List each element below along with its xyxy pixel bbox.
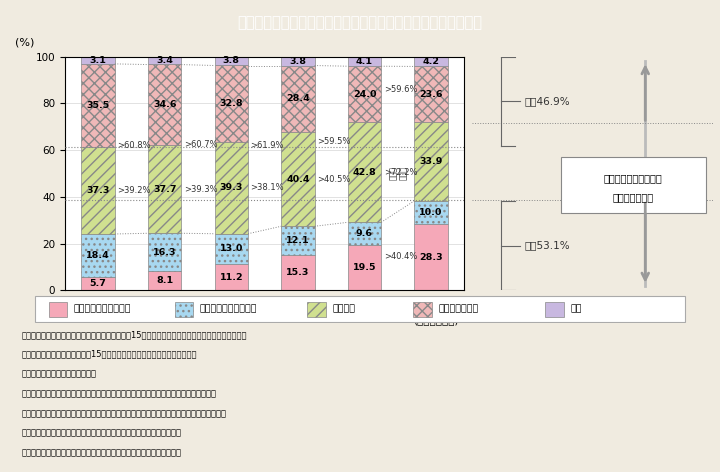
Text: 13.0: 13.0 <box>220 244 243 253</box>
Text: 妊娠前から無職　　　－妊娠判明時無職～子供１歳時無職: 妊娠前から無職 －妊娠判明時無職～子供１歳時無職 <box>22 448 181 457</box>
Bar <box>348 66 381 122</box>
Text: 15.3: 15.3 <box>287 268 310 277</box>
Text: Ｉ－３－６図　子供の出生年別第１子出産前後の妻の就業経歴: Ｉ－３－６図 子供の出生年別第１子出産前後の妻の就業経歴 <box>238 15 482 30</box>
Y-axis label: (%): (%) <box>15 37 35 47</box>
Text: >38.1%: >38.1% <box>251 183 284 192</box>
Text: 3.4: 3.4 <box>156 56 173 65</box>
Bar <box>81 57 114 64</box>
FancyBboxPatch shape <box>561 157 706 213</box>
Text: 34.6: 34.6 <box>153 100 176 110</box>
Text: >40.4%: >40.4% <box>384 252 417 261</box>
Text: 就業継続（育休利用）－妊娠判明時就業～育児休業取得～子供１歳時就業: 就業継続（育休利用）－妊娠判明時就業～育児休業取得～子供１歳時就業 <box>22 389 216 398</box>
Text: 24.0: 24.0 <box>353 90 377 99</box>
Bar <box>282 66 315 132</box>
Text: >59.6%: >59.6% <box>384 85 418 94</box>
Bar <box>81 147 114 234</box>
Text: 10.0: 10.0 <box>420 208 443 217</box>
Bar <box>415 224 448 290</box>
Text: 28.3: 28.3 <box>419 253 443 261</box>
Text: 16.3: 16.3 <box>153 248 176 257</box>
Bar <box>282 57 315 66</box>
Text: 4.1: 4.1 <box>356 57 373 66</box>
Text: 42.8: 42.8 <box>353 168 377 177</box>
Text: 9.6: 9.6 <box>356 229 373 238</box>
Text: 第１子出産前有職者の: 第１子出産前有職者の <box>604 173 662 183</box>
Bar <box>282 226 315 254</box>
Text: 出産前
有職者: 出産前 有職者 <box>389 167 408 180</box>
Text: 35.5: 35.5 <box>86 101 109 110</box>
Bar <box>415 67 448 122</box>
Bar <box>215 234 248 264</box>
Bar <box>215 65 248 142</box>
Bar <box>348 222 381 244</box>
Text: 就業継続（育休なし）－妊娠判明時就業～育児休業取得なし～子供１歳時就業: 就業継続（育休なし）－妊娠判明時就業～育児休業取得なし～子供１歳時就業 <box>22 409 226 418</box>
Bar <box>148 233 181 271</box>
Text: 39.3: 39.3 <box>220 183 243 192</box>
Text: 就業継続（育休利用）: 就業継続（育休利用） <box>74 305 131 314</box>
Bar <box>215 142 248 234</box>
Text: 37.3: 37.3 <box>86 186 109 195</box>
Text: (子供の出生年): (子供の出生年) <box>413 315 459 325</box>
Text: ２．第１子が１歳以上15歳未満の初婚どうしの夫婦について集計。: ２．第１子が１歳以上15歳未満の初婚どうしの夫婦について集計。 <box>22 350 197 359</box>
Text: >39.3%: >39.3% <box>184 185 217 194</box>
Bar <box>348 122 381 222</box>
Text: 40.4: 40.4 <box>286 175 310 184</box>
Text: 8.1: 8.1 <box>156 276 174 285</box>
Bar <box>49 302 67 317</box>
Text: 出産退職: 出産退職 <box>332 305 355 314</box>
Text: （備考）１．国立社会保障・人口問題研究所「第15回出生動向基本調査（夫婦調査）」より作成。: （備考）１．国立社会保障・人口問題研究所「第15回出生動向基本調査（夫婦調査）」… <box>22 330 247 339</box>
Bar <box>148 271 181 290</box>
Bar <box>307 302 325 317</box>
Text: 就業継続（育休なし）: 就業継続（育休なし） <box>199 305 257 314</box>
Bar <box>546 302 564 317</box>
Text: 3.8: 3.8 <box>289 57 307 66</box>
Text: >59.5%: >59.5% <box>318 137 351 146</box>
Text: 有職53.1%: 有職53.1% <box>525 241 570 251</box>
Text: 不詳: 不詳 <box>571 305 582 314</box>
Text: 無職46.9%: 無職46.9% <box>525 96 570 107</box>
Bar <box>148 145 181 233</box>
Bar <box>415 122 448 201</box>
Bar <box>415 57 448 67</box>
Text: 18.4: 18.4 <box>86 251 110 260</box>
Bar <box>215 264 248 290</box>
Text: 出産後就業状況: 出産後就業状況 <box>613 192 654 202</box>
Text: ３．出産前後の就業経歴: ３．出産前後の就業経歴 <box>22 370 96 379</box>
Bar <box>415 201 448 224</box>
Text: 5.7: 5.7 <box>90 279 107 288</box>
Text: 3.8: 3.8 <box>222 56 240 65</box>
Text: 12.1: 12.1 <box>286 236 310 245</box>
Text: 37.7: 37.7 <box>153 185 176 194</box>
Text: 4.2: 4.2 <box>423 57 440 66</box>
Text: 妊娠前から無職: 妊娠前から無職 <box>438 305 478 314</box>
Bar <box>81 234 114 277</box>
Text: 出産退職　　　　　　－妊娠判明時就業～子供１歳時無職: 出産退職 －妊娠判明時就業～子供１歳時無職 <box>22 429 181 438</box>
Bar <box>81 277 114 290</box>
Bar <box>174 302 193 317</box>
Text: 3.1: 3.1 <box>90 56 107 65</box>
Bar <box>413 302 431 317</box>
Text: >60.8%: >60.8% <box>117 141 151 150</box>
Bar <box>348 244 381 290</box>
Text: >72.2%: >72.2% <box>384 168 418 177</box>
Bar <box>282 254 315 290</box>
Text: >60.7%: >60.7% <box>184 141 217 150</box>
Text: 33.9: 33.9 <box>420 157 443 166</box>
Bar <box>81 64 114 147</box>
Text: >61.9%: >61.9% <box>251 141 284 150</box>
Bar <box>282 132 315 226</box>
Text: 28.4: 28.4 <box>286 94 310 103</box>
Text: 32.8: 32.8 <box>220 99 243 108</box>
Text: >40.5%: >40.5% <box>318 175 351 184</box>
Text: >39.2%: >39.2% <box>117 186 151 195</box>
Bar <box>215 57 248 65</box>
Bar <box>148 64 181 145</box>
Bar <box>348 57 381 66</box>
Bar <box>148 57 181 64</box>
Text: 11.2: 11.2 <box>220 273 243 282</box>
Text: 23.6: 23.6 <box>419 90 443 99</box>
Text: 19.5: 19.5 <box>353 263 377 272</box>
